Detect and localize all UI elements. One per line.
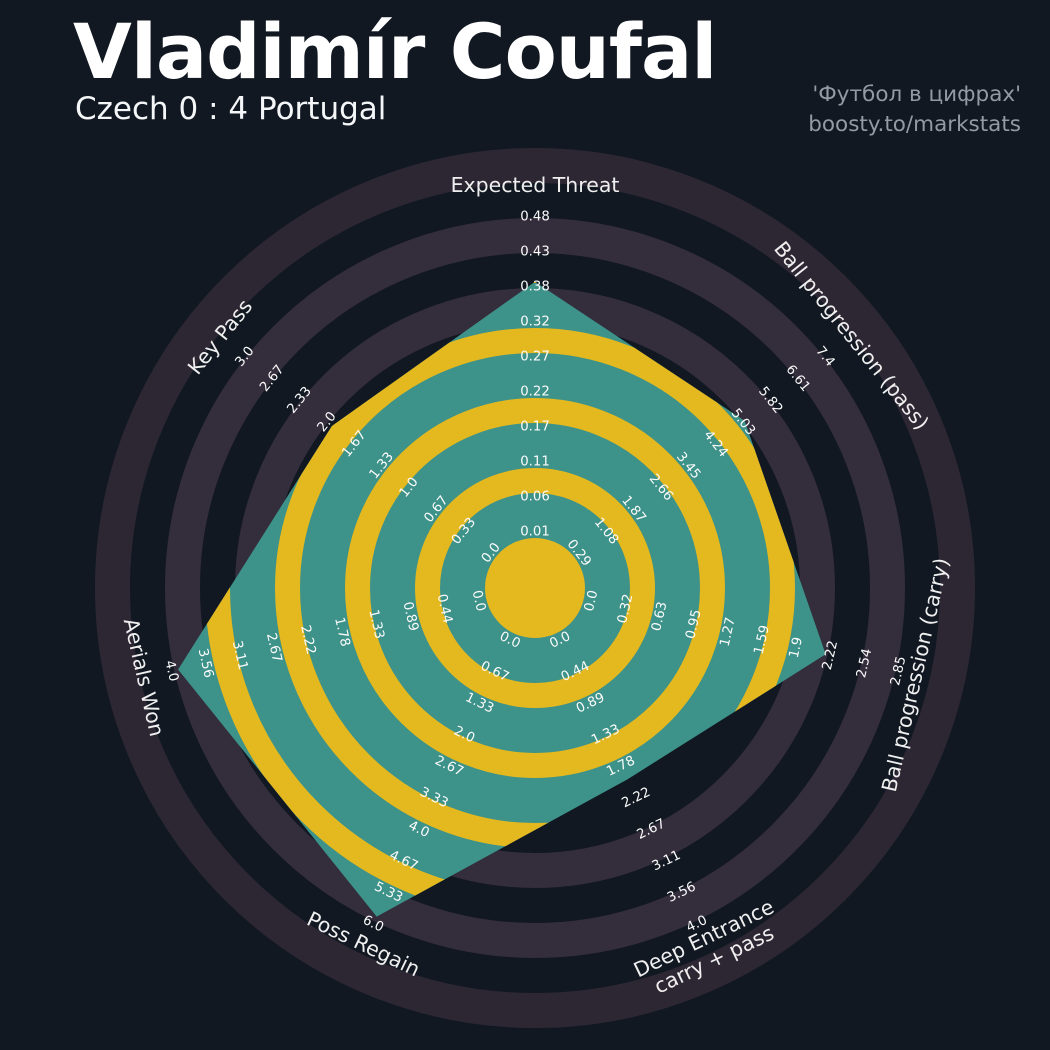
tick-label: 1.27 <box>718 616 739 648</box>
tick-label: 0.48 <box>520 210 550 225</box>
tick-label: 0.89 <box>399 600 420 632</box>
tick-label: 1.9 <box>787 636 806 660</box>
tick-label: 0.44 <box>434 593 455 625</box>
background-ring <box>165 218 905 958</box>
tick-label: 1.78 <box>331 616 352 648</box>
page-title: Vladimír Coufal <box>73 7 717 96</box>
background-ring <box>95 148 975 1028</box>
tick-label: 0.06 <box>520 490 550 505</box>
tick-label: 2.22 <box>820 639 841 671</box>
yellow-ring <box>345 398 725 778</box>
tick-label: 0.22 <box>520 385 550 400</box>
watermark: 'Футбол в цифрах' boosty.to/markstats <box>808 80 1021 139</box>
tick-label: 3.56 <box>195 647 216 679</box>
tick-label: 0.38 <box>520 280 550 295</box>
tick-label: 0.01 <box>520 525 550 540</box>
tick-label: 2.22 <box>297 624 318 656</box>
tick-label: 0.27 <box>520 350 550 365</box>
tick-label: 0.0 <box>582 589 601 613</box>
watermark-line-1: 'Футбол в цифрах' <box>812 82 1021 107</box>
match-score-subtitle: Czech 0 : 4 Portugal <box>75 91 387 127</box>
tick-label: 0.0 <box>469 589 488 613</box>
tick-label: 0.63 <box>649 600 670 632</box>
tick-label: 0.43 <box>520 245 550 260</box>
tick-label: 0.32 <box>520 315 550 330</box>
tick-label: 1.33 <box>365 608 386 640</box>
center-disk <box>485 538 585 638</box>
axis-title: Expected Threat <box>451 173 620 197</box>
tick-label: 1.59 <box>752 624 773 656</box>
tick-label: 0.95 <box>683 608 704 640</box>
tick-label: 0.17 <box>520 420 550 435</box>
tick-label: 3.11 <box>229 639 250 671</box>
yellow-ring <box>415 468 655 708</box>
tick-label: 0.11 <box>520 455 550 470</box>
tick-label: 4.0 <box>162 659 181 683</box>
watermark-line-2: boosty.to/markstats <box>808 111 1021 137</box>
tick-label: 0.32 <box>615 593 636 625</box>
tick-label: 2.54 <box>854 647 875 679</box>
tick-label: 2.85 <box>888 655 909 687</box>
tick-label: 2.67 <box>263 632 284 664</box>
